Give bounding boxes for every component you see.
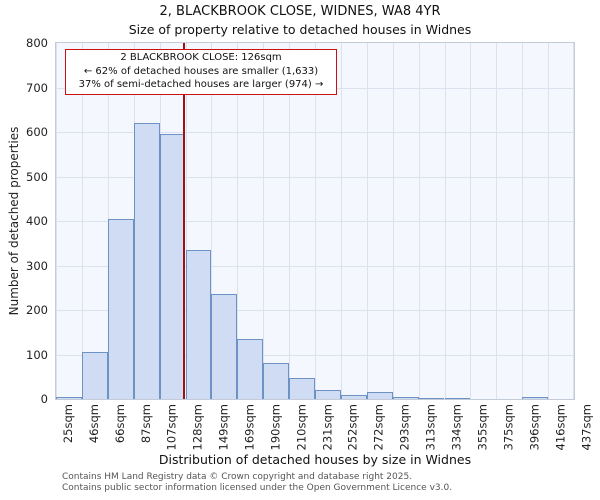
x-tick-label: 210sqm bbox=[294, 404, 309, 451]
x-tick-label: 169sqm bbox=[242, 404, 257, 451]
x-tick-label: 334sqm bbox=[449, 404, 464, 451]
y-tick-label: 300 bbox=[26, 258, 48, 273]
histogram-bar bbox=[107, 218, 134, 399]
footer-line-2: Contains public sector information licen… bbox=[62, 483, 453, 493]
x-tick-label: 128sqm bbox=[190, 404, 205, 451]
histogram-bar bbox=[81, 352, 108, 399]
x-tick-label: 293sqm bbox=[397, 404, 412, 451]
subject-property-marker-line bbox=[182, 43, 185, 399]
gridline-horizontal bbox=[56, 310, 574, 311]
x-tick-label: 25sqm bbox=[61, 404, 75, 444]
annotation-larger-stat: 37% of semi-detached houses are larger (… bbox=[78, 79, 324, 90]
x-tick-label: 313sqm bbox=[423, 404, 438, 451]
x-tick-label: 107sqm bbox=[164, 404, 179, 451]
histogram-bar bbox=[289, 377, 315, 399]
x-tick-label: 190sqm bbox=[268, 404, 283, 451]
histogram-bar bbox=[159, 134, 186, 399]
plot-area: 2 BLACKBROOK CLOSE: 126sqm ← 62% of deta… bbox=[55, 42, 575, 400]
y-tick-label: 200 bbox=[26, 303, 48, 317]
x-tick-label: 66sqm bbox=[112, 404, 127, 444]
x-tick-label: 149sqm bbox=[216, 404, 231, 451]
histogram-bar bbox=[392, 397, 419, 399]
x-tick-label: 416sqm bbox=[553, 404, 568, 451]
x-tick-label: 355sqm bbox=[475, 404, 490, 451]
footer: Contains HM Land Registry data © Crown c… bbox=[62, 472, 452, 494]
annotation-box: 2 BLACKBROOK CLOSE: 126sqm ← 62% of deta… bbox=[65, 49, 337, 95]
histogram-bar bbox=[522, 396, 549, 399]
x-tick-label: 87sqm bbox=[138, 404, 153, 444]
y-tick-label: 400 bbox=[26, 214, 48, 228]
histogram-bar bbox=[56, 397, 82, 399]
gridline-horizontal bbox=[56, 354, 574, 356]
histogram-bar bbox=[133, 123, 160, 399]
y-tick-label: 800 bbox=[26, 36, 48, 50]
y-tick-label: 600 bbox=[26, 125, 48, 139]
histogram-bar bbox=[444, 398, 471, 399]
histogram-bar bbox=[211, 293, 238, 399]
annotation-smaller-stat: ← 62% of detached houses are smaller (1,… bbox=[83, 65, 319, 77]
y-tick-label: 0 bbox=[40, 392, 48, 406]
chart-subtitle: Size of property relative to detached ho… bbox=[128, 22, 472, 37]
y-tick-label: 500 bbox=[26, 169, 48, 184]
histogram-bar bbox=[185, 249, 212, 399]
histogram-bar bbox=[237, 338, 264, 399]
x-tick-label: 437sqm bbox=[579, 404, 593, 451]
histogram-bar bbox=[263, 362, 290, 399]
x-axis-label: Distribution of detached houses by size … bbox=[158, 452, 472, 467]
annotation-property-size: 2 BLACKBROOK CLOSE: 126sqm bbox=[120, 52, 282, 63]
gridline-horizontal bbox=[56, 176, 574, 178]
x-tick-label: 46sqm bbox=[86, 404, 101, 444]
histogram-bar bbox=[418, 398, 445, 399]
gridline-horizontal bbox=[56, 132, 574, 133]
gridline-horizontal bbox=[56, 265, 574, 267]
histogram-bar bbox=[340, 394, 367, 399]
x-tick-label: 252sqm bbox=[345, 404, 360, 451]
x-tick-label: 396sqm bbox=[527, 404, 542, 451]
y-tick-label: 700 bbox=[26, 80, 48, 95]
histogram-bar bbox=[315, 390, 341, 399]
histogram-bar bbox=[366, 392, 393, 399]
x-tick-label: 375sqm bbox=[501, 404, 516, 451]
gridline-horizontal bbox=[56, 221, 574, 222]
x-tick-label: 272sqm bbox=[371, 404, 386, 451]
chart-title: 2, BLACKBROOK CLOSE, WIDNES, WA8 4YR bbox=[159, 4, 441, 19]
footer-line-1: Contains HM Land Registry data © Crown c… bbox=[62, 472, 413, 482]
y-tick-label: 100 bbox=[26, 347, 48, 362]
x-tick-label: 231sqm bbox=[320, 404, 334, 451]
